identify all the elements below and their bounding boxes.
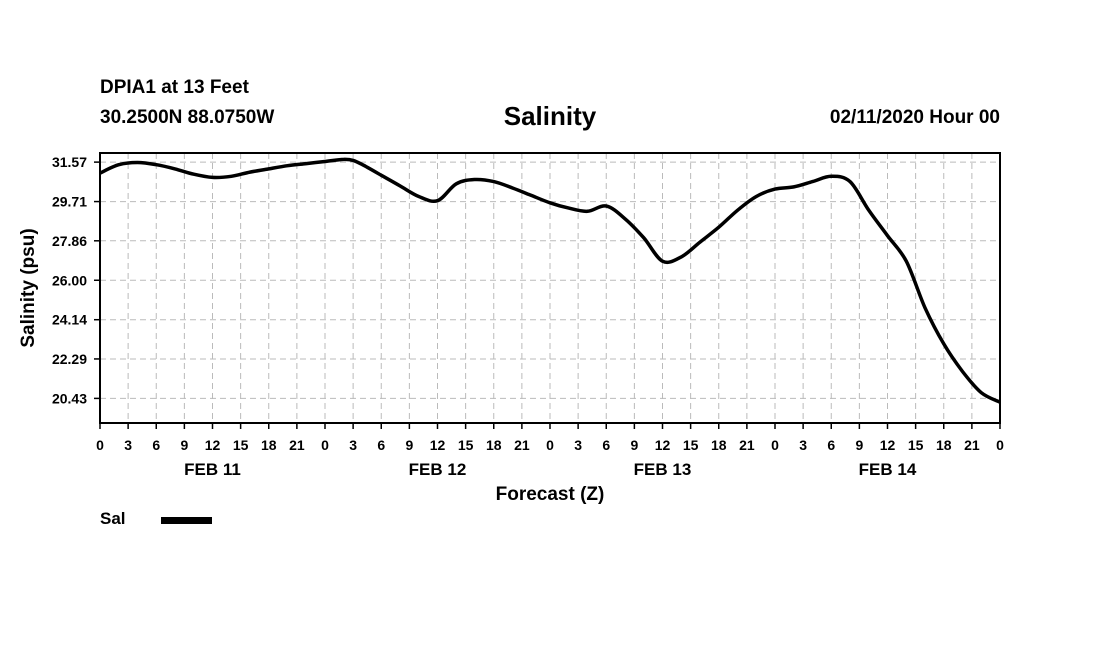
x-tick-label: 18 [486, 437, 502, 453]
x-axis-label: Forecast (Z) [496, 484, 605, 505]
station-coordinates: 30.2500N 88.0750W [100, 107, 275, 128]
x-tick-label: 6 [827, 437, 835, 453]
series-layer [99, 157, 1001, 404]
y-tick-label: 26.00 [52, 272, 87, 288]
x-tick-label: 3 [349, 437, 357, 453]
day-label: FEB 12 [409, 460, 467, 479]
station-label: DPIA1 at 13 Feet [100, 77, 249, 98]
y-tick-label: 27.86 [52, 233, 87, 249]
legend-swatch [161, 517, 212, 524]
x-tick-label: 9 [180, 437, 188, 453]
x-tick-label: 15 [458, 437, 474, 453]
x-tick-label: 18 [711, 437, 727, 453]
x-tick-label: 9 [630, 437, 638, 453]
y-tick-label: 22.29 [52, 351, 87, 367]
y-axis-label: Salinity (psu) [18, 228, 39, 347]
axis-ticks [94, 161, 1001, 429]
x-tick-label: 6 [377, 437, 385, 453]
y-tick-label: 29.71 [52, 194, 87, 210]
y-tick-label: 31.57 [52, 154, 87, 170]
day-label: FEB 13 [634, 460, 692, 479]
x-tick-label: 12 [655, 437, 671, 453]
x-tick-label: 0 [996, 437, 1004, 453]
x-tick-label: 12 [205, 437, 221, 453]
forecast-timestamp: 02/11/2020 Hour 00 [829, 107, 1000, 128]
x-tick-label: 9 [405, 437, 413, 453]
x-tick-label: 3 [124, 437, 132, 453]
x-tick-label: 0 [546, 437, 554, 453]
x-tick-label: 3 [574, 437, 582, 453]
x-tick-label: 0 [771, 437, 779, 453]
x-tick-label: 15 [233, 437, 249, 453]
x-tick-label: 12 [880, 437, 896, 453]
x-tick-label: 0 [96, 437, 104, 453]
y-tick-label: 20.43 [52, 390, 87, 406]
x-tick-label: 18 [261, 437, 277, 453]
x-tick-label: 21 [739, 437, 755, 453]
x-tick-label: 6 [152, 437, 160, 453]
x-tick-label: 9 [855, 437, 863, 453]
x-tick-label: 12 [430, 437, 446, 453]
series-line-sal [99, 157, 1001, 404]
day-label: FEB 14 [859, 460, 917, 479]
legend-label: Sal [100, 509, 126, 528]
grid-lines [100, 153, 1000, 423]
x-tick-label: 15 [683, 437, 699, 453]
x-tick-label: 18 [936, 437, 952, 453]
x-tick-label: 6 [602, 437, 610, 453]
x-tick-label: 15 [908, 437, 924, 453]
x-tick-label: 3 [799, 437, 807, 453]
x-tick-label: 21 [289, 437, 305, 453]
x-tick-label: 21 [514, 437, 530, 453]
axis-labels: 0 3 6 9 12 15 18 21 0 3 6 9 12 15 18 21 0 3 6 9 12 15 18 21 0 3 6 9… [52, 154, 1004, 479]
day-label: FEB 11 [184, 460, 241, 479]
y-tick-label: 24.14 [52, 312, 87, 328]
x-tick-label: 21 [964, 437, 980, 453]
x-tick-label: 0 [321, 437, 329, 453]
chart-title: Salinity [503, 101, 597, 131]
